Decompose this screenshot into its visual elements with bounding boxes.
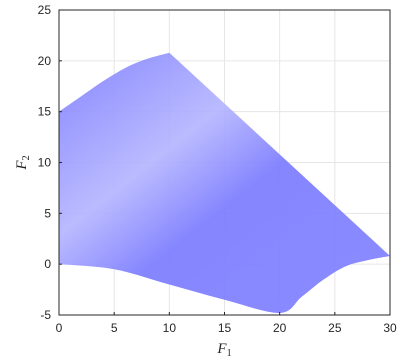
x-axis-label: F1 (216, 341, 231, 359)
x-tick-label: 0 (56, 321, 63, 335)
x-tick-label: 10 (163, 321, 177, 335)
y-tick-label: -5 (40, 308, 51, 322)
y-tick-label: 25 (38, 3, 52, 17)
x-tick-label: 15 (218, 321, 232, 335)
y-tick-label: 10 (38, 156, 52, 170)
y-tick-label: 15 (38, 105, 52, 119)
y-axis-label: F2 (14, 155, 32, 170)
x-tick-label: 20 (273, 321, 287, 335)
x-tick-label: 5 (111, 321, 118, 335)
y-tick-label: 5 (44, 206, 51, 220)
y-tick-label: 0 (44, 257, 51, 271)
x-axis-ticks: 0 5 10 15 20 25 30 (56, 312, 397, 335)
x-tick-label: 25 (328, 321, 342, 335)
y-axis-ticks: -5 0 5 10 15 20 25 (38, 3, 62, 322)
x-tick-label: 30 (383, 321, 397, 335)
feasible-region (59, 52, 390, 313)
y-tick-label: 20 (38, 54, 52, 68)
